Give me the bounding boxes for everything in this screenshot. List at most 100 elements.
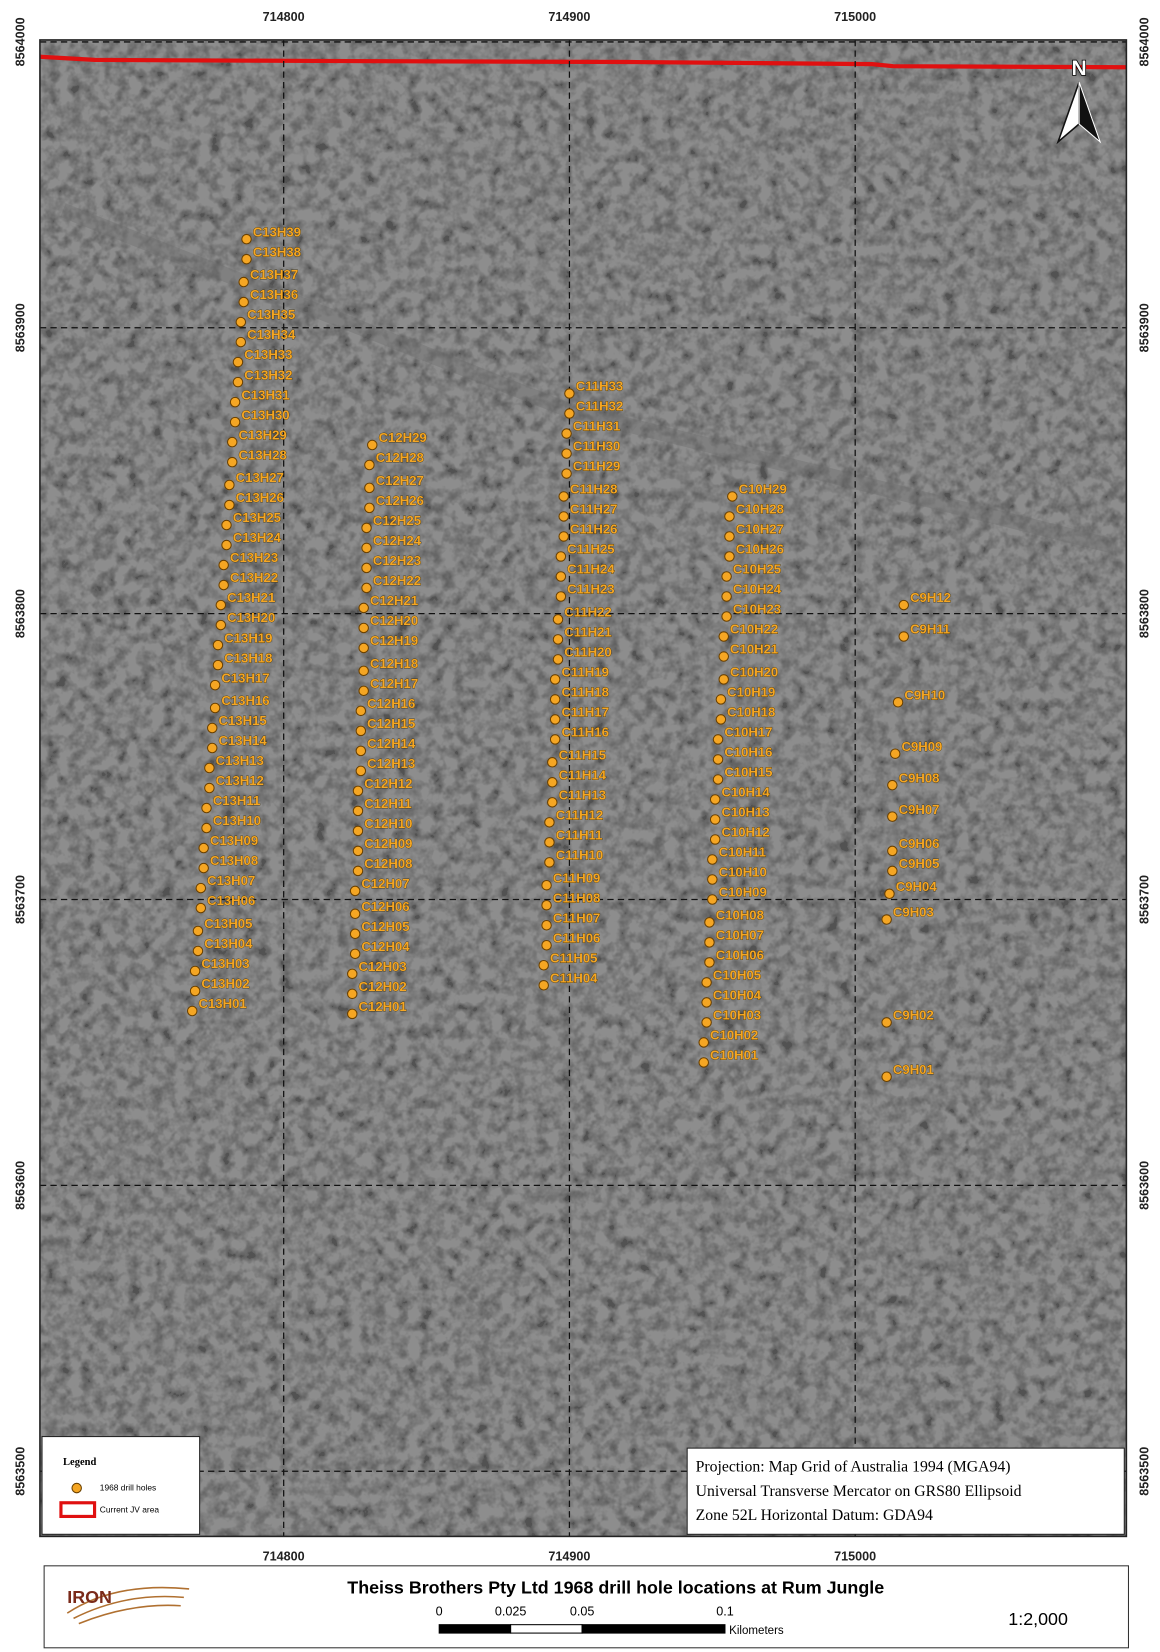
aerial-texture [39, 39, 1127, 1537]
drill-hole-label: C13H27 [236, 470, 284, 485]
drill-hole [209, 702, 221, 714]
drill-hole-label: C9H01 [893, 1062, 934, 1077]
logo: IRON [67, 1587, 112, 1607]
drill-hole-label: C12H26 [376, 493, 424, 508]
drill-hole-label: C11H24 [567, 562, 615, 577]
drill-hole-label: C13H29 [239, 427, 287, 442]
drill-hole-label: C11H09 [553, 870, 600, 885]
drill-hole [558, 491, 569, 502]
drill-hole [704, 917, 715, 928]
drill-hole [192, 925, 204, 937]
drill-hole [555, 591, 567, 602]
drill-hole [235, 316, 247, 328]
scale-tick-label: 0.1 [716, 1604, 734, 1618]
drill-hole-label: C12H24 [373, 533, 422, 548]
drill-hole-label: C9H05 [899, 856, 940, 871]
drill-hole [561, 448, 572, 459]
drill-hole [552, 654, 564, 665]
drill-hole [364, 502, 375, 514]
drill-hole [561, 468, 572, 479]
drill-hole [724, 551, 735, 562]
drill-hole-label: C11H23 [567, 582, 614, 597]
drill-hole [547, 757, 558, 768]
drill-hole [549, 694, 561, 705]
drill-hole [558, 511, 569, 522]
drill-hole [226, 436, 238, 448]
drill-hole-label: C13H38 [253, 244, 301, 259]
drill-hole [541, 879, 552, 891]
drill-hole-label: C11H27 [570, 502, 617, 517]
drill-hole-label: C11H06 [553, 930, 600, 945]
drill-hole-label: C11H08 [553, 890, 600, 905]
drill-hole [887, 779, 898, 791]
drill-hole [232, 356, 244, 368]
drill-hole [361, 582, 372, 594]
drill-hole [212, 659, 224, 671]
drill-hole-label: C12H20 [370, 613, 418, 628]
drill-hole [364, 459, 375, 471]
legend-dot [71, 1482, 82, 1494]
scale-tick-label: 0.05 [570, 1604, 595, 1618]
drill-hole [215, 619, 227, 631]
projection-box [686, 1447, 1125, 1535]
drill-hole [898, 599, 910, 611]
drill-hole [712, 734, 724, 745]
drill-hole-label: C11H17 [561, 705, 608, 720]
drill-hole [558, 531, 569, 542]
drill-hole-label: C12H29 [379, 430, 427, 445]
northing-label: 8563500 [1138, 1447, 1152, 1496]
drill-hole-label: C13H08 [210, 853, 258, 868]
drill-hole [238, 276, 249, 288]
drill-hole [549, 674, 561, 685]
drill-hole-label: C10H27 [736, 522, 784, 537]
drill-hole [358, 602, 369, 614]
drill-hole-label: C11H31 [573, 419, 620, 434]
drill-hole-label: C13H10 [213, 813, 261, 828]
footer-box [43, 1565, 1130, 1649]
drill-hole [552, 614, 564, 625]
drill-hole-label: C11H30 [573, 439, 620, 454]
drill-hole [349, 908, 361, 920]
drill-hole-label: C13H01 [199, 996, 247, 1011]
drill-hole-label: C12H03 [359, 959, 407, 974]
projection-line: Zone 52L Horizontal Datum: GDA94 [696, 1507, 933, 1524]
legend-item: Current JV area [100, 1504, 160, 1514]
drill-hole [881, 1017, 892, 1028]
drill-hole-label: C10H16 [724, 745, 772, 760]
drill-hole-label: C11H16 [561, 725, 608, 740]
drill-hole [881, 914, 892, 925]
northing-label: 8564000 [1138, 17, 1152, 66]
drill-hole [712, 754, 724, 765]
drill-hole-label: C11H18 [561, 685, 608, 700]
drill-hole-label: C13H37 [250, 267, 298, 282]
drill-hole-label: C13H18 [224, 650, 272, 665]
drill-hole [561, 428, 572, 439]
drill-hole-label: C10H21 [730, 642, 778, 657]
drill-hole [367, 439, 378, 451]
drill-hole-label: C13H05 [204, 916, 252, 931]
drill-hole [206, 722, 218, 734]
drill-hole-label: C10H26 [736, 542, 784, 557]
drill-hole [347, 988, 358, 1000]
drill-hole-label: C13H06 [207, 893, 255, 908]
projection-note: Projection: Map Grid of Australia 1994 (… [686, 1447, 1125, 1535]
drill-hole-label: C11H28 [570, 482, 617, 497]
drill-hole [198, 862, 209, 874]
drill-hole-label: C12H16 [367, 696, 415, 711]
drill-hole [192, 945, 204, 957]
drill-hole [715, 714, 727, 725]
northing-label: 8563800 [13, 589, 27, 638]
drill-hole [881, 1071, 892, 1082]
drill-hole-label: C12H28 [376, 450, 424, 465]
drill-hole-label: C9H03 [893, 905, 934, 920]
drill-hole-label: C13H03 [201, 956, 249, 971]
drill-hole-label: C10H13 [721, 805, 769, 820]
drill-hole [541, 939, 552, 951]
drill-hole-label: C10H22 [730, 622, 778, 637]
scale-unit: Kilometers [729, 1625, 784, 1637]
drill-hole-label: C11H13 [559, 787, 606, 802]
drill-hole [704, 937, 715, 948]
drill-hole-label: C13H04 [204, 936, 253, 951]
drill-hole-label: C12H06 [361, 899, 409, 914]
drill-hole [364, 482, 375, 494]
